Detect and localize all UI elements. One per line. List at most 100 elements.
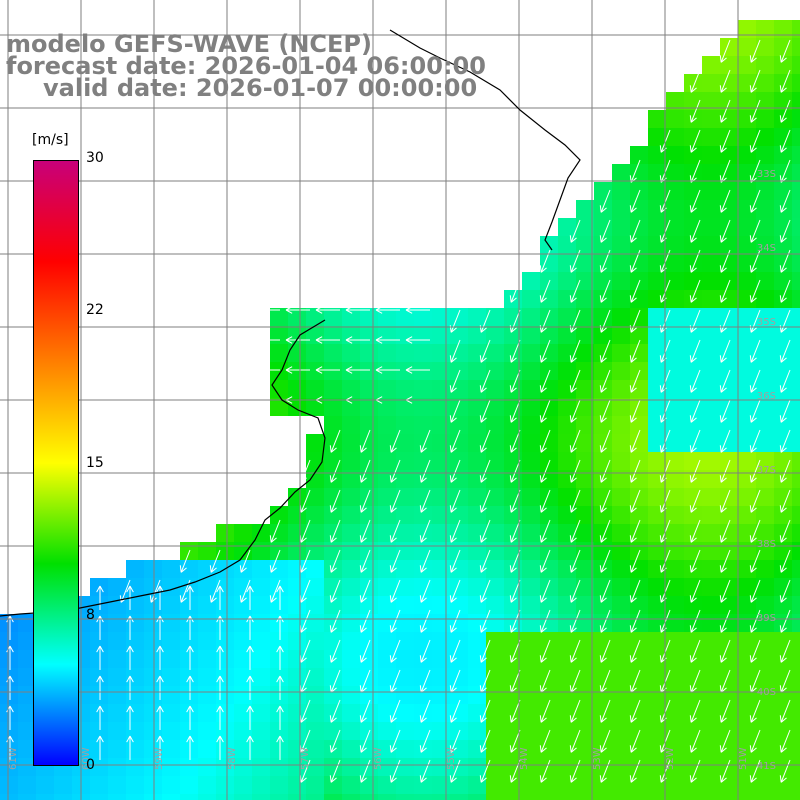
wind-arrow <box>276 585 284 610</box>
wind-cell <box>360 794 378 800</box>
wind-cell <box>360 632 378 650</box>
wind-cell <box>468 758 486 776</box>
wind-arrow <box>479 519 491 543</box>
wind-cell <box>144 650 162 668</box>
wind-cell <box>684 668 702 686</box>
wind-cell <box>432 668 450 686</box>
wind-cell <box>486 794 504 800</box>
wind-arrow <box>255 366 280 374</box>
wind-cell <box>738 290 756 308</box>
wind-arrow <box>689 279 701 303</box>
wind-cell <box>792 776 800 794</box>
wind-cell <box>720 704 738 722</box>
wind-cell <box>666 776 684 794</box>
wind-cell <box>270 704 288 722</box>
wind-cell <box>378 470 396 488</box>
wind-cell <box>396 524 414 542</box>
wind-cell <box>378 452 396 470</box>
wind-cell <box>558 290 576 308</box>
wind-arrow <box>419 549 431 573</box>
wind-cell <box>558 794 576 800</box>
wind-cell <box>738 542 756 560</box>
lat-label: 34S <box>757 243 776 254</box>
wind-arrow <box>749 399 761 423</box>
wind-cell <box>432 650 450 668</box>
wind-cell <box>630 164 648 182</box>
wind-cell <box>198 704 216 722</box>
wind-cell <box>450 416 468 434</box>
wind-cell <box>234 758 252 776</box>
wind-cell <box>720 398 738 416</box>
wind-cell <box>342 776 360 794</box>
lon-label: 51W <box>738 747 749 770</box>
wind-cell <box>756 308 774 326</box>
wind-cell <box>738 452 756 470</box>
wind-cell <box>594 488 612 506</box>
wind-cell <box>0 794 18 800</box>
wind-cell <box>774 20 792 38</box>
wind-arrow <box>689 579 701 603</box>
wind-cell <box>450 524 468 542</box>
wind-arrow <box>719 549 731 573</box>
wind-cell <box>396 326 414 344</box>
lat-labels: 33S 34S 35S 36S 37S 38S 39S 40S 41S <box>757 169 776 772</box>
wind-cell <box>612 740 630 758</box>
wind-cell <box>522 560 540 578</box>
wind-cell <box>702 164 720 182</box>
wind-cell <box>486 704 504 722</box>
wind-cell <box>792 272 800 290</box>
wind-cell <box>738 578 756 596</box>
wind-cell <box>756 506 774 524</box>
wind-cell <box>756 92 774 110</box>
wind-cell <box>702 776 720 794</box>
wind-cell <box>594 614 612 632</box>
wind-cell <box>162 794 180 800</box>
wind-cell <box>360 380 378 398</box>
wind-cell <box>396 308 414 326</box>
wind-cell <box>342 740 360 758</box>
wind-cell <box>648 398 666 416</box>
wind-cell <box>252 650 270 668</box>
wind-arrow <box>539 759 551 783</box>
wind-cell <box>270 308 288 326</box>
wind-arrow <box>359 729 371 753</box>
wind-cell <box>774 308 792 326</box>
wind-cell <box>738 560 756 578</box>
wind-cell <box>792 596 800 614</box>
wind-cell <box>720 56 738 74</box>
wind-cell <box>558 524 576 542</box>
wind-cell <box>630 758 648 776</box>
wind-cell <box>18 722 36 740</box>
wind-cell <box>738 614 756 632</box>
wind-cell <box>216 614 234 632</box>
wind-cell <box>720 668 738 686</box>
wind-cell <box>522 740 540 758</box>
wind-cell <box>558 398 576 416</box>
wind-cell <box>612 164 630 182</box>
wind-cell <box>702 236 720 254</box>
wind-cell <box>738 650 756 668</box>
wind-cell <box>576 254 594 272</box>
wind-cell <box>702 758 720 776</box>
wind-cell <box>648 578 666 596</box>
wind-cell <box>306 632 324 650</box>
wind-cell <box>306 596 324 614</box>
wind-arrow <box>449 729 461 753</box>
wind-cell <box>468 542 486 560</box>
wind-cell <box>738 272 756 290</box>
wind-cell <box>648 200 666 218</box>
wind-cell <box>792 704 800 722</box>
wind-arrow <box>329 549 341 573</box>
wind-cell <box>666 524 684 542</box>
wind-cell <box>558 542 576 560</box>
wind-cell <box>306 614 324 632</box>
wind-cell <box>324 308 342 326</box>
wind-arrow <box>449 429 461 453</box>
wind-arrow <box>539 399 551 423</box>
wind-cell <box>108 632 126 650</box>
wind-arrow <box>689 549 701 573</box>
wind-cell <box>684 686 702 704</box>
wind-cell <box>648 632 666 650</box>
wind-arrow <box>285 336 310 344</box>
